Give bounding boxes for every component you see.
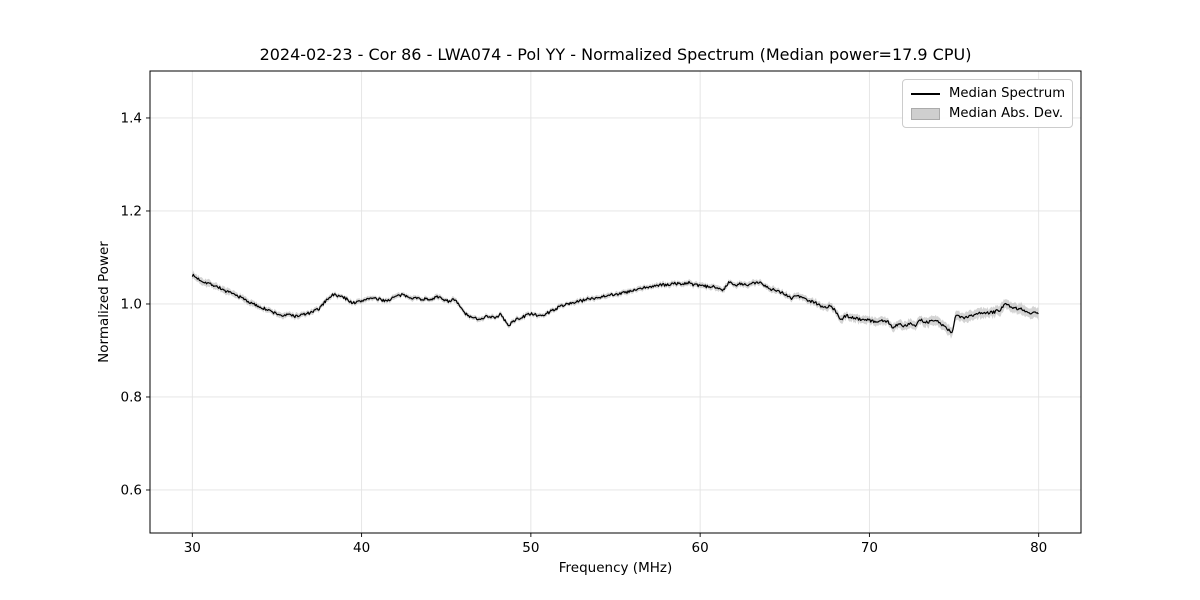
legend-item-label: Median Spectrum (949, 86, 1066, 101)
median-line-path (191, 273, 1039, 334)
y-tick-label: 0.8 (121, 389, 142, 405)
x-tick-label: 40 (353, 540, 370, 556)
mad-band-path (192, 270, 1039, 339)
legend-item-median-abs-dev: Median Abs. Dev. (911, 105, 1063, 122)
x-tick-label: 60 (692, 540, 709, 556)
x-axis-label: Frequency (MHz) (558, 560, 673, 576)
y-tick-label: 1.2 (121, 203, 142, 219)
x-tick-label: 50 (522, 540, 539, 556)
plot-border (149, 70, 1082, 534)
y-axis-label: Normalized Power (96, 241, 112, 363)
legend-patch-swatch-icon (911, 107, 940, 120)
legend: Median Spectrum Median Abs. Dev. (902, 79, 1073, 128)
x-tick-label: 80 (1030, 540, 1047, 556)
y-tick-label: 0.6 (121, 482, 142, 498)
legend-item-label: Median Abs. Dev. (949, 106, 1064, 121)
legend-item-median-spectrum: Median Spectrum (911, 85, 1066, 102)
y-tick-label: 1.0 (121, 296, 142, 312)
y-tick-label: 1.4 (121, 110, 142, 126)
figure-title: 2024-02-23 - Cor 86 - LWA074 - Pol YY - … (259, 45, 972, 64)
x-tick-label: 70 (861, 540, 878, 556)
x-tick-label: 30 (184, 540, 201, 556)
legend-line-swatch-icon (911, 92, 940, 95)
